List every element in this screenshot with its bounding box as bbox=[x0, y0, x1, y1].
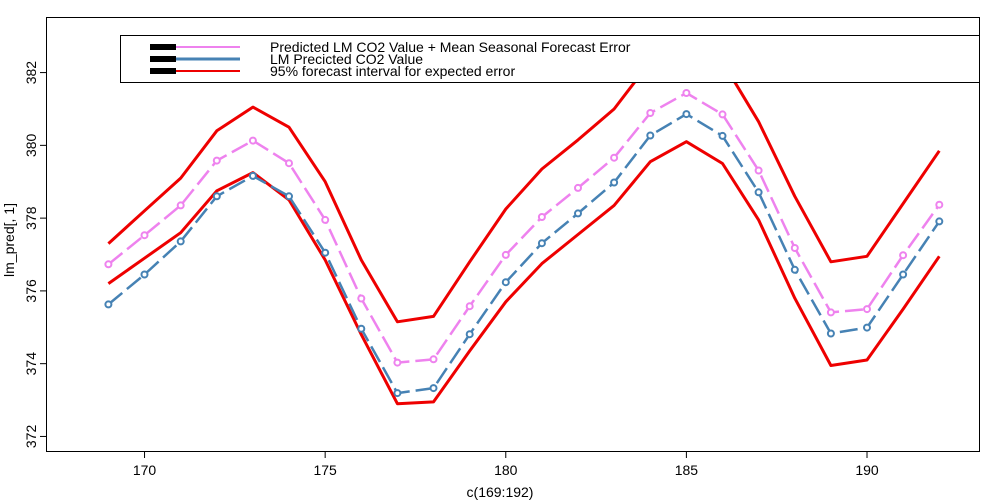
lm-predicted-point bbox=[321, 248, 330, 257]
predicted-plus-error-point bbox=[357, 294, 366, 303]
predicted-plus-error-point bbox=[935, 200, 944, 209]
predicted-plus-error-point bbox=[790, 244, 799, 252]
lm-predicted-point bbox=[754, 188, 763, 197]
predicted-plus-error-line bbox=[107, 91, 941, 364]
x-tick-label: 170 bbox=[133, 462, 157, 478]
series-layer bbox=[104, 38, 944, 406]
lm-predicted-point bbox=[176, 237, 185, 246]
lm-predicted-point bbox=[212, 192, 221, 201]
predicted-plus-error-point bbox=[574, 183, 582, 192]
lm-predicted-point bbox=[429, 384, 438, 393]
predicted-plus-error-point bbox=[610, 153, 619, 162]
predicted-plus-error-point bbox=[465, 302, 474, 311]
lm-predicted-point bbox=[248, 171, 257, 180]
predicted-plus-error-point bbox=[682, 89, 691, 97]
x-tick-label: 185 bbox=[675, 462, 699, 478]
legend-items: Predicted LM CO2 Value + Mean Seasonal F… bbox=[150, 39, 631, 79]
interval-upper-line bbox=[107, 38, 941, 324]
predicted-plus-error-point bbox=[285, 159, 293, 168]
lm-predicted-point bbox=[682, 110, 691, 119]
predicted-plus-error-point bbox=[176, 201, 185, 210]
lm-predicted-point bbox=[104, 300, 113, 309]
y-tick-label: 372 bbox=[23, 425, 39, 449]
y-tick-label: 376 bbox=[23, 279, 39, 303]
predicted-plus-error-point bbox=[140, 231, 149, 240]
legend-label: 95% forecast interval for expected error bbox=[270, 63, 515, 79]
predicted-plus-error-point bbox=[826, 308, 835, 317]
predicted-plus-error-point bbox=[212, 156, 221, 165]
predicted-plus-error-point bbox=[537, 213, 546, 221]
lm-predicted-point bbox=[537, 239, 546, 248]
predicted-plus-error-point bbox=[899, 251, 908, 260]
x-tick-label: 175 bbox=[313, 462, 337, 478]
y-axis-label: lm_pred[, 1] bbox=[1, 203, 17, 277]
y-tick-label: 380 bbox=[23, 133, 39, 157]
lm-predicted-point bbox=[285, 192, 293, 201]
x-tick-label: 180 bbox=[494, 462, 518, 478]
lm-predicted-line bbox=[107, 112, 941, 395]
x-tick-label: 190 bbox=[855, 462, 879, 478]
interval-lower-line bbox=[107, 140, 941, 406]
y-tick-label: 382 bbox=[23, 61, 39, 85]
lm-predicted-point bbox=[718, 131, 727, 140]
plot-frame bbox=[46, 17, 980, 452]
lm-predicted-point bbox=[465, 330, 474, 339]
predicted-plus-error-point bbox=[501, 250, 510, 259]
predicted-plus-error-point bbox=[646, 109, 655, 117]
lm-predicted-point bbox=[357, 324, 366, 333]
axis-layer: 170 175 180 185 190 372 374 376 378 380 382 bbox=[23, 61, 879, 478]
legend: Predicted LM CO2 Value + Mean Seasonal F… bbox=[120, 35, 980, 83]
lm-predicted-point bbox=[574, 209, 582, 218]
lm-predicted-point bbox=[899, 270, 908, 279]
predicted-plus-error-point bbox=[754, 166, 763, 175]
legend-box bbox=[120, 35, 980, 83]
legend-label: Predicted LM CO2 Value + Mean Seasonal F… bbox=[270, 39, 631, 55]
predicted-plus-error-point bbox=[718, 110, 727, 119]
x-axis-label: c(169:192) bbox=[467, 484, 534, 500]
lm-predicted-point bbox=[140, 270, 149, 279]
lm-predicted-point bbox=[393, 389, 402, 398]
lm-predicted-point bbox=[501, 278, 510, 287]
lm-predicted-point bbox=[826, 329, 835, 338]
predicted-plus-error-point bbox=[393, 358, 402, 367]
predicted-plus-error-point bbox=[321, 215, 330, 224]
y-tick-label: 374 bbox=[23, 352, 39, 376]
predicted-plus-error-point bbox=[429, 355, 438, 364]
lm-predicted-point bbox=[790, 265, 799, 274]
predicted-plus-error-point bbox=[248, 136, 257, 145]
y-tick-label: 378 bbox=[23, 206, 39, 230]
lm-predicted-point bbox=[646, 131, 655, 140]
predicted-plus-error-point bbox=[104, 260, 113, 269]
predicted-plus-error-point bbox=[863, 305, 871, 314]
legend-label: LM Precicted CO2 Value bbox=[270, 51, 423, 67]
lm-predicted-point bbox=[610, 178, 619, 187]
lm-predicted-point bbox=[935, 217, 944, 226]
lm-predicted-point bbox=[863, 323, 871, 332]
